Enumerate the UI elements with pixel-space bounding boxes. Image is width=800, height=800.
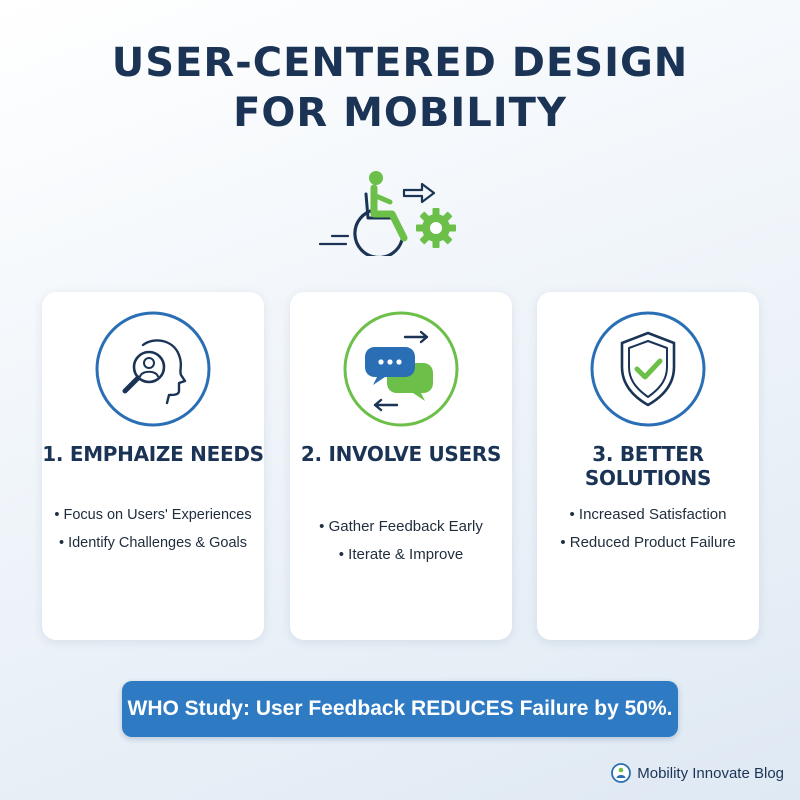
page-title: USER-CENTERED DESIGN FOR MOBILITY	[0, 38, 800, 138]
card-bullets: • Gather Feedback Early • Iterate & Impr…	[290, 513, 512, 569]
list-item: • Gather Feedback Early	[319, 518, 483, 535]
card-title: 1. EMPHAIZE NEEDS	[42, 442, 264, 466]
blog-logo-icon	[611, 763, 632, 783]
title-line-2: FOR MOBILITY	[233, 90, 567, 136]
card-bullets: • Increased Satisfaction • Reduced Produ…	[537, 501, 759, 557]
footer-brand: Mobility Innovate Blog	[611, 763, 784, 783]
card-empathize-needs: 1. EMPHAIZE NEEDS • Focus on Users' Expe…	[42, 292, 264, 640]
card-bullets: • Focus on Users' Experiences • Identify…	[42, 501, 264, 557]
card-better-solutions: 3. BETTER SOLUTIONS • Increased Satisfac…	[537, 292, 759, 640]
list-item: • Reduced Product Failure	[560, 534, 736, 551]
shield-check-icon	[590, 311, 706, 427]
card-involve-users: 2. INVOLVE USERS • Gather Feedback Early…	[290, 292, 512, 640]
study-banner: WHO Study: User Feedback REDUCES Failure…	[122, 681, 678, 737]
wheelchair-user-icon	[318, 171, 456, 256]
title-line-1: USER-CENTERED DESIGN	[111, 40, 689, 86]
list-item: • Identify Challenges & Goals	[58, 535, 248, 551]
list-item: • Increased Satisfaction	[569, 506, 727, 523]
card-title: 2. INVOLVE USERS	[300, 442, 502, 466]
feedback-chat-icon	[343, 311, 459, 427]
brand-name: Mobility Innovate Blog	[637, 764, 784, 782]
list-item: • Focus on Users' Experiences	[54, 507, 252, 523]
card-title: 3. BETTER SOLUTIONS	[584, 442, 712, 490]
list-item: • Iterate & Improve	[338, 546, 464, 563]
search-person-icon	[95, 311, 211, 427]
